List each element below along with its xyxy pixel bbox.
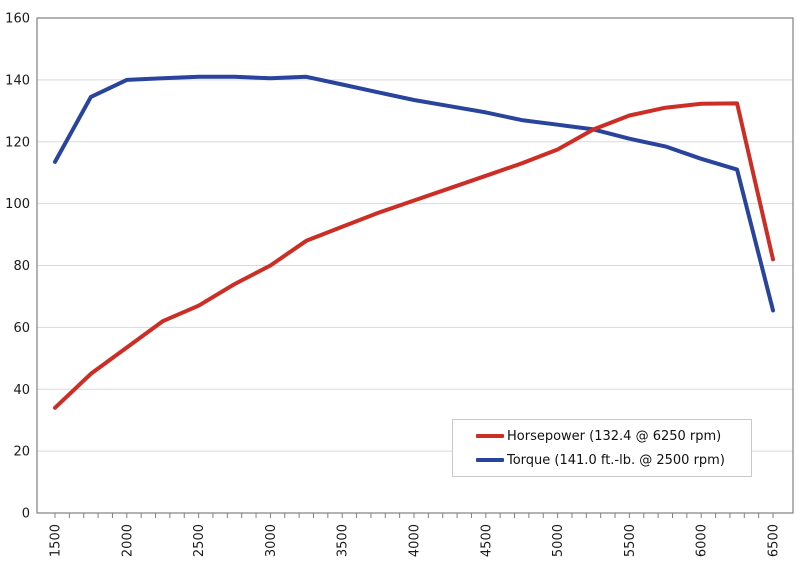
y-axis-label-80: 80 [13, 259, 30, 274]
torque-line-swatch [476, 458, 504, 462]
y-axis-label-120: 120 [5, 135, 30, 150]
y-axis-label-160: 160 [5, 12, 30, 27]
x-axis-label-5500: 5500 [623, 524, 638, 557]
legend-label-horsepower: Horsepower (132.4 @ 6250 rpm) [507, 428, 722, 444]
horsepower-curve [53, 101, 775, 410]
x-axis-label-2500: 2500 [192, 524, 207, 557]
y-axis-label-40: 40 [13, 383, 30, 398]
x-axis-label-4000: 4000 [408, 524, 423, 557]
x-axis-label-4500: 4500 [479, 524, 494, 557]
x-axis-label-2000: 2000 [120, 524, 135, 557]
y-axis-label-140: 140 [5, 73, 30, 88]
y-axis-label-0: 0 [22, 507, 30, 522]
chart-legend: Horsepower (132.4 @ 6250 rpm) Torque (14… [452, 419, 752, 477]
x-axis-label-5000: 5000 [551, 524, 566, 557]
x-axis-label-6500: 6500 [767, 524, 782, 557]
horsepower-line-swatch [476, 434, 504, 438]
y-axis-label-100: 100 [5, 197, 30, 212]
x-axis-label-3500: 3500 [336, 524, 351, 557]
plot-border [36, 17, 794, 514]
x-axis-label-1500: 1500 [49, 524, 64, 557]
torque-curve [53, 74, 775, 313]
x-axis-label-6000: 6000 [695, 524, 710, 557]
y-axis-label-60: 60 [13, 321, 30, 336]
legend-label-torque: Torque (141.0 ft.-lb. @ 2500 rpm) [507, 452, 725, 468]
y-axis-label-20: 20 [13, 445, 30, 460]
x-axis-label-3000: 3000 [264, 524, 279, 557]
legend-item-horsepower: Horsepower (132.4 @ 6250 rpm) [476, 429, 751, 444]
legend-item-torque: Torque (141.0 ft.-lb. @ 2500 rpm) [476, 453, 751, 468]
